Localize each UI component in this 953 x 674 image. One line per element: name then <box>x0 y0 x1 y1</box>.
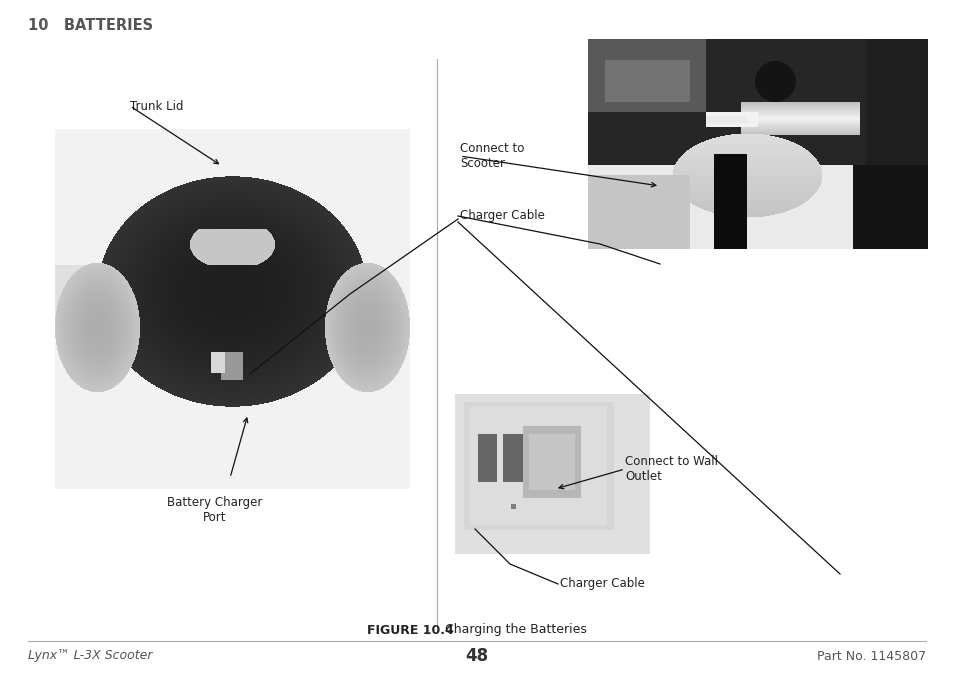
Text: Part No. 1145807: Part No. 1145807 <box>816 650 925 663</box>
Text: FIGURE 10.4: FIGURE 10.4 <box>367 623 454 636</box>
Text: 10   BATTERIES: 10 BATTERIES <box>28 18 153 33</box>
Text: Battery Charger
Port: Battery Charger Port <box>167 496 262 524</box>
Text: Charging the Batteries: Charging the Batteries <box>433 623 586 636</box>
Text: Lynx™ L-3X Scooter: Lynx™ L-3X Scooter <box>28 650 152 663</box>
Text: Trunk Lid: Trunk Lid <box>130 100 183 113</box>
Text: Charger Cable: Charger Cable <box>559 578 644 590</box>
Text: 48: 48 <box>465 647 488 665</box>
Text: Connect to
Scooter: Connect to Scooter <box>459 142 524 170</box>
Text: Charger Cable: Charger Cable <box>459 210 544 222</box>
Text: Connect to Wall
Outlet: Connect to Wall Outlet <box>624 455 718 483</box>
